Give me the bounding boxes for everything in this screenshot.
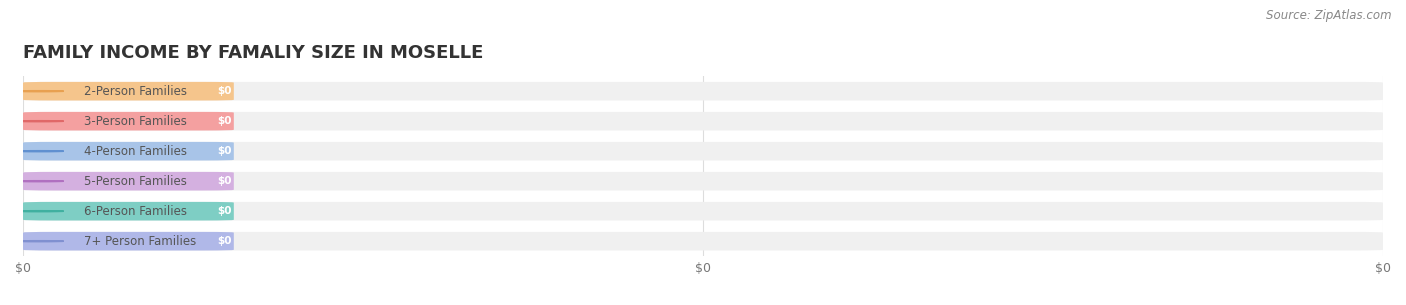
- Text: $0: $0: [217, 116, 232, 126]
- Circle shape: [15, 181, 63, 182]
- FancyBboxPatch shape: [22, 172, 233, 191]
- Text: 3-Person Families: 3-Person Families: [84, 115, 187, 128]
- FancyBboxPatch shape: [22, 112, 233, 131]
- Text: 7+ Person Families: 7+ Person Families: [84, 235, 197, 248]
- Circle shape: [15, 91, 63, 92]
- Text: $0: $0: [217, 86, 232, 96]
- Text: $0: $0: [217, 236, 232, 246]
- Circle shape: [15, 241, 63, 242]
- FancyBboxPatch shape: [22, 82, 233, 100]
- FancyBboxPatch shape: [22, 82, 1384, 100]
- Text: $0: $0: [217, 176, 232, 186]
- Text: $0: $0: [217, 206, 232, 216]
- Circle shape: [15, 121, 63, 122]
- Text: $0: $0: [217, 146, 232, 156]
- FancyBboxPatch shape: [22, 232, 233, 250]
- FancyBboxPatch shape: [22, 142, 1384, 160]
- FancyBboxPatch shape: [22, 172, 1384, 191]
- Text: 5-Person Families: 5-Person Families: [84, 175, 187, 188]
- FancyBboxPatch shape: [22, 232, 1384, 250]
- Text: 4-Person Families: 4-Person Families: [84, 145, 187, 158]
- Circle shape: [15, 211, 63, 212]
- FancyBboxPatch shape: [22, 202, 233, 221]
- FancyBboxPatch shape: [22, 112, 1384, 131]
- FancyBboxPatch shape: [22, 202, 1384, 221]
- Text: 2-Person Families: 2-Person Families: [84, 85, 187, 98]
- Circle shape: [15, 151, 63, 152]
- Text: Source: ZipAtlas.com: Source: ZipAtlas.com: [1267, 9, 1392, 22]
- FancyBboxPatch shape: [22, 142, 233, 160]
- Text: FAMILY INCOME BY FAMALIY SIZE IN MOSELLE: FAMILY INCOME BY FAMALIY SIZE IN MOSELLE: [22, 44, 484, 62]
- Text: 6-Person Families: 6-Person Families: [84, 205, 187, 218]
